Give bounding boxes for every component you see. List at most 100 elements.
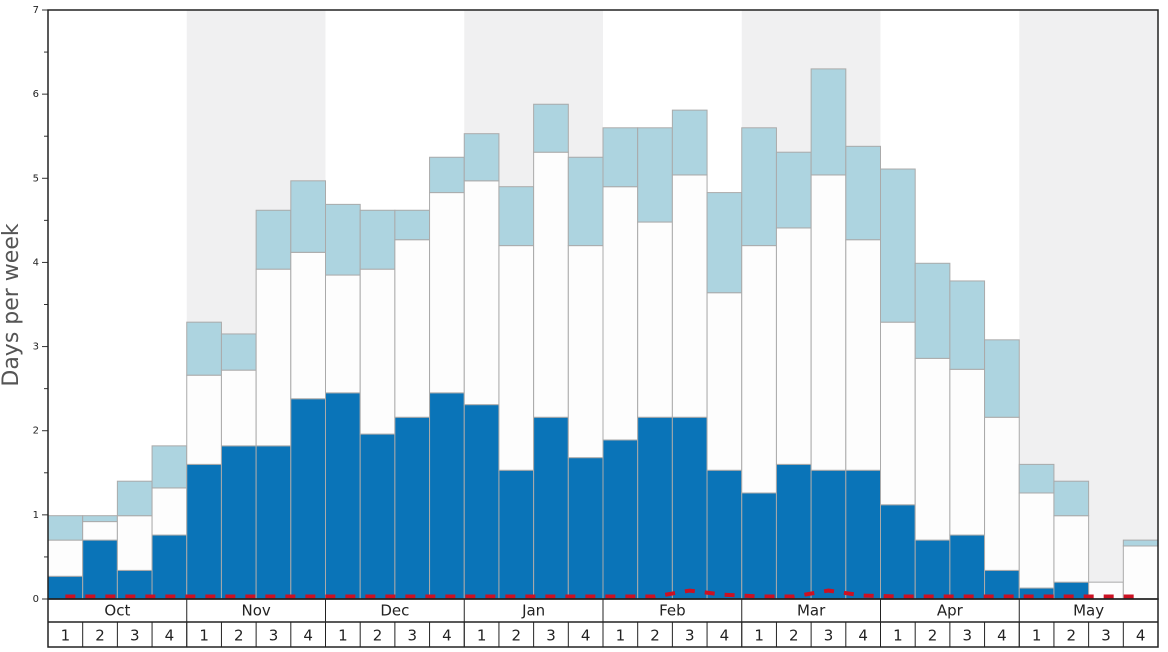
bar-segment bbox=[602, 439, 639, 600]
bar-segment bbox=[741, 127, 777, 247]
bar-segment bbox=[671, 416, 708, 600]
bar-segment bbox=[290, 180, 326, 253]
bar-segment bbox=[325, 203, 361, 276]
bar-segment bbox=[1122, 539, 1159, 547]
y-tick-label: 0 bbox=[33, 594, 39, 605]
bar-segment bbox=[845, 469, 881, 600]
bar-segment bbox=[706, 192, 743, 294]
month-label: Apr bbox=[937, 602, 964, 620]
bar-segment bbox=[116, 480, 153, 517]
bar-segment bbox=[1053, 480, 1090, 517]
x-tick-label: 1 bbox=[61, 627, 71, 645]
bar-segment bbox=[775, 151, 812, 229]
bar-segment bbox=[325, 274, 361, 394]
bar-segment bbox=[359, 209, 396, 270]
y-tick-label: 5 bbox=[33, 173, 39, 184]
y-axis-label: Days per week bbox=[0, 223, 24, 386]
bar-segment bbox=[255, 445, 292, 600]
bar-segment bbox=[1122, 545, 1159, 600]
x-tick-label: 4 bbox=[858, 627, 868, 645]
bar-segment bbox=[186, 463, 222, 600]
bar-segment bbox=[394, 416, 431, 600]
bar-segment bbox=[255, 209, 292, 270]
x-tick-label: 4 bbox=[581, 627, 591, 645]
x-tick-label: 2 bbox=[1067, 627, 1077, 645]
x-tick-label: 3 bbox=[130, 627, 140, 645]
bar-segment bbox=[775, 463, 812, 600]
bar-segment bbox=[567, 245, 604, 459]
bar-segment bbox=[984, 339, 1020, 418]
bar-segment bbox=[463, 404, 500, 600]
bar-segment bbox=[671, 109, 708, 176]
y-tick-label: 7 bbox=[33, 5, 39, 16]
bar-segment bbox=[359, 433, 396, 600]
bar-segment bbox=[637, 221, 673, 418]
bar-segment bbox=[220, 333, 257, 371]
bar-segment bbox=[637, 127, 673, 223]
x-tick-label: 1 bbox=[616, 627, 626, 645]
bar-segment bbox=[220, 445, 257, 600]
bar-segment bbox=[567, 156, 604, 247]
bar-segment bbox=[1018, 463, 1055, 494]
bar-segment bbox=[186, 374, 222, 465]
y-tick-label: 1 bbox=[33, 510, 39, 521]
bar-segment bbox=[82, 521, 118, 541]
y-tick-label: 6 bbox=[33, 89, 39, 100]
bar-segment bbox=[949, 368, 986, 536]
x-tick-label: 3 bbox=[685, 627, 695, 645]
bar-segment bbox=[741, 492, 777, 600]
bar-segment bbox=[914, 262, 951, 359]
x-tick-label: 3 bbox=[1101, 627, 1111, 645]
bar-segment bbox=[706, 469, 743, 600]
x-tick-label: 2 bbox=[234, 627, 244, 645]
month-label: Oct bbox=[104, 602, 130, 620]
bar-segment bbox=[498, 469, 535, 600]
bar-segment bbox=[463, 133, 500, 182]
bar-segment bbox=[706, 292, 743, 471]
bar-segment bbox=[116, 515, 153, 571]
bar-segment bbox=[602, 127, 639, 188]
bar-segment bbox=[949, 280, 986, 370]
bar-segment bbox=[394, 209, 431, 241]
bar-segment bbox=[880, 321, 916, 506]
bar-segment bbox=[533, 103, 569, 153]
x-tick-label: 3 bbox=[269, 627, 279, 645]
bar-segment bbox=[880, 168, 916, 323]
x-tick-label: 4 bbox=[997, 627, 1007, 645]
month-label: Dec bbox=[380, 602, 409, 620]
x-tick-label: 4 bbox=[720, 627, 730, 645]
x-tick-label: 1 bbox=[338, 627, 348, 645]
month-label: Feb bbox=[659, 602, 686, 620]
y-tick-label: 3 bbox=[33, 342, 39, 353]
bar-segment bbox=[775, 227, 812, 465]
bar-segment bbox=[47, 539, 84, 577]
x-tick-label: 1 bbox=[1032, 627, 1042, 645]
month-label: May bbox=[1073, 602, 1104, 620]
bar-segment bbox=[394, 239, 431, 418]
bar-segment bbox=[671, 174, 708, 418]
bar-segment bbox=[290, 398, 326, 600]
x-tick-label: 1 bbox=[754, 627, 764, 645]
bar-segment bbox=[637, 416, 673, 600]
x-tick-label: 2 bbox=[373, 627, 383, 645]
bar-segment bbox=[533, 416, 569, 600]
x-tick-label: 4 bbox=[1136, 627, 1146, 645]
bar-segment bbox=[602, 186, 639, 441]
x-tick-label: 4 bbox=[165, 627, 175, 645]
bar-segment bbox=[810, 68, 847, 176]
bar-segment bbox=[949, 534, 986, 600]
bar-segment bbox=[82, 515, 118, 523]
bar-segment bbox=[880, 504, 916, 600]
month-label: Nov bbox=[241, 602, 270, 620]
x-tick-label: 2 bbox=[928, 627, 938, 645]
bar-segment bbox=[255, 268, 292, 447]
bar-segment bbox=[498, 245, 535, 471]
bar-segment bbox=[1053, 515, 1090, 583]
bar-segment bbox=[429, 156, 465, 194]
bar-segment bbox=[498, 186, 535, 247]
bar-segment bbox=[290, 251, 326, 400]
x-tick-label: 2 bbox=[789, 627, 799, 645]
x-tick-label: 2 bbox=[95, 627, 105, 645]
